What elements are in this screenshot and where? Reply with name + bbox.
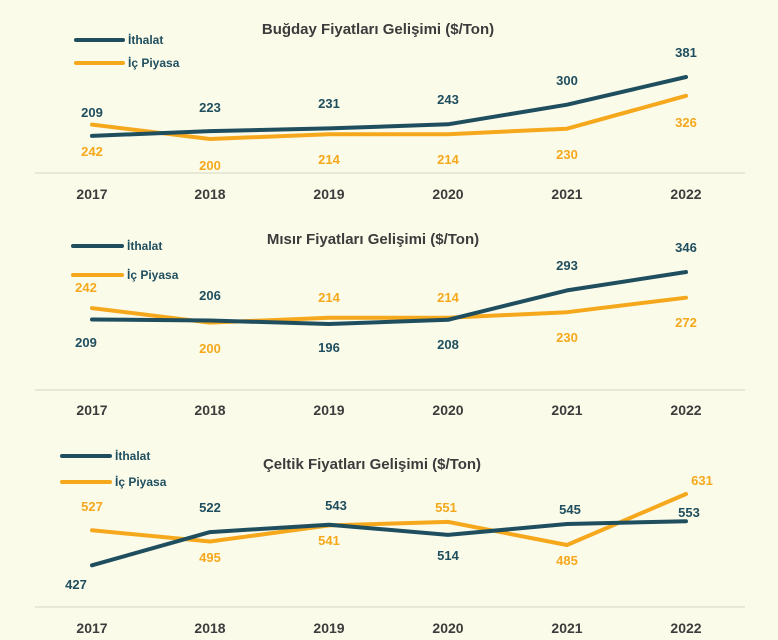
data-label-ic-piyasa: 242: [75, 280, 97, 295]
x-tick-label: 2022: [670, 186, 701, 202]
series-line-ic-piyasa: [90, 93, 688, 141]
data-label-ithalat: 208: [437, 337, 459, 352]
x-tick-label: 2021: [551, 186, 582, 202]
x-tick-label: 2019: [313, 620, 344, 636]
data-label-ithalat: 553: [678, 505, 700, 520]
x-tick-label: 2018: [194, 186, 225, 202]
data-label-ic-piyasa: 527: [81, 499, 103, 514]
series-line-ic-piyasa: [90, 492, 688, 547]
x-tick-label: 2022: [670, 620, 701, 636]
data-label-ithalat: 381: [675, 45, 697, 60]
data-label-ithalat: 514: [437, 548, 459, 563]
data-label-ithalat: 243: [437, 92, 459, 107]
data-label-ithalat: 427: [65, 577, 87, 592]
data-label-ithalat: 545: [559, 502, 581, 517]
legend-label-ithalat: İthalat: [128, 32, 163, 47]
data-label-ithalat: 209: [75, 335, 97, 350]
x-tick-label: 2019: [313, 402, 344, 418]
data-label-ithalat: 209: [81, 105, 103, 120]
data-label-ithalat: 206: [199, 288, 221, 303]
data-label-ic-piyasa: 230: [556, 330, 578, 345]
x-tick-label: 2021: [551, 402, 582, 418]
chart-2: Mısır Fiyatları Gelişimi ($/Ton) İthalat İ…: [35, 231, 745, 418]
legend-label-ic-piyasa: İç Piyasa: [115, 474, 167, 489]
x-tick-label: 2020: [432, 620, 463, 636]
data-label-ic-piyasa: 631: [691, 473, 713, 488]
data-label-ic-piyasa: 242: [81, 144, 103, 159]
x-tick-label: 2020: [432, 402, 463, 418]
x-tick-label: 2020: [432, 186, 463, 202]
series-line-ithalat: [90, 75, 688, 138]
x-tick-label: 2018: [194, 402, 225, 418]
data-label-ic-piyasa: 214: [318, 152, 340, 167]
legend-label-ithalat: İthalat: [127, 238, 162, 253]
x-tick-label: 2018: [194, 620, 225, 636]
data-label-ic-piyasa: 214: [318, 290, 340, 305]
chart-title: Mısır Fiyatları Gelişimi ($/Ton): [267, 231, 479, 248]
x-tick-label: 2022: [670, 402, 701, 418]
legend-label-ic-piyasa: İç Piyasa: [128, 55, 180, 70]
data-label-ic-piyasa: 495: [199, 550, 221, 565]
data-label-ic-piyasa: 326: [675, 115, 697, 130]
x-tick-label: 2017: [76, 186, 107, 202]
chart-title: Çeltik Fiyatları Gelişimi ($/Ton): [263, 456, 481, 473]
data-label-ic-piyasa: 541: [318, 533, 340, 548]
data-label-ic-piyasa: 485: [556, 553, 578, 568]
chart-title: Buğday Fiyatları Gelişimi ($/Ton): [262, 21, 494, 38]
data-label-ithalat: 223: [199, 100, 221, 115]
series-line-ithalat: [90, 270, 688, 326]
x-tick-label: 2019: [313, 186, 344, 202]
data-label-ic-piyasa: 551: [435, 500, 457, 515]
chart-1: Buğday Fiyatları Gelişimi ($/Ton) İthalat…: [35, 21, 745, 202]
data-label-ithalat: 346: [675, 240, 697, 255]
chart-3: Çeltik Fiyatları Gelişimi ($/Ton) İthalat…: [35, 448, 745, 636]
x-tick-label: 2017: [76, 402, 107, 418]
data-label-ic-piyasa: 200: [199, 341, 221, 356]
x-tick-label: 2017: [76, 620, 107, 636]
data-label-ic-piyasa: 272: [675, 315, 697, 330]
legend-label-ic-piyasa: İç Piyasa: [127, 267, 179, 282]
data-label-ic-piyasa: 200: [199, 158, 221, 173]
data-label-ic-piyasa: 214: [437, 152, 459, 167]
data-label-ithalat: 231: [318, 96, 340, 111]
data-label-ithalat: 300: [556, 73, 578, 88]
data-label-ithalat: 293: [556, 258, 578, 273]
data-label-ithalat: 522: [199, 500, 221, 515]
data-label-ic-piyasa: 230: [556, 147, 578, 162]
data-label-ithalat: 196: [318, 340, 340, 355]
legend-label-ithalat: İthalat: [115, 448, 150, 463]
series-line-ithalat: [90, 519, 688, 568]
data-label-ithalat: 543: [325, 498, 347, 513]
x-tick-label: 2021: [551, 620, 582, 636]
data-label-ic-piyasa: 214: [437, 290, 459, 305]
